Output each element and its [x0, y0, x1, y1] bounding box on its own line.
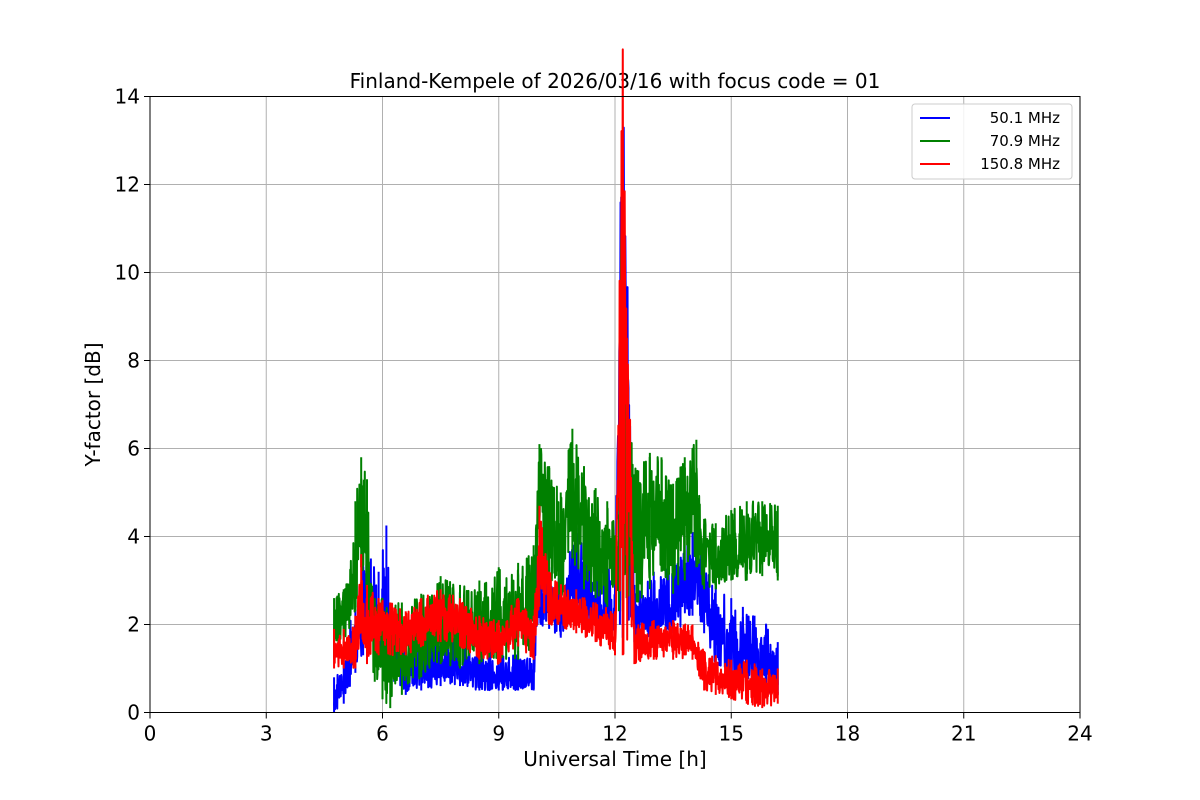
- y-tick-label: 10: [115, 261, 140, 285]
- series-150-8-mhz: [333, 48, 779, 709]
- y-tick-label: 2: [127, 613, 140, 637]
- series-70-9-mhz: [333, 151, 779, 709]
- legend-label: 150.8 MHz: [980, 155, 1060, 173]
- y-tick-label: 8: [127, 349, 140, 373]
- legend-label: 50.1 MHz: [990, 109, 1060, 127]
- x-tick-label: 15: [719, 722, 744, 746]
- y-axis-label: Y-factor [dB]: [81, 342, 105, 467]
- y-tick-label: 12: [115, 173, 140, 197]
- x-tick-label: 21: [951, 722, 976, 746]
- x-tick-label: 6: [376, 722, 389, 746]
- x-axis-label: Universal Time [h]: [523, 747, 706, 771]
- x-tick-label: 9: [492, 722, 505, 746]
- y-tick-label: 6: [127, 437, 140, 461]
- y-tick-label: 14: [115, 85, 140, 109]
- plot-series: [333, 48, 779, 713]
- y-tick-label: 0: [127, 701, 140, 725]
- x-tick-label: 3: [260, 722, 273, 746]
- y-tick-label: 4: [127, 525, 140, 549]
- x-tick-label: 18: [835, 722, 860, 746]
- legend-label: 70.9 MHz: [990, 132, 1060, 150]
- legend: 50.1 MHz 70.9 MHz 150.8 MHz: [911, 103, 1073, 180]
- x-tick-label: 12: [602, 722, 627, 746]
- legend-box: [911, 103, 1073, 180]
- x-tick-label: 0: [144, 722, 157, 746]
- x-tick-label: 24: [1067, 722, 1092, 746]
- chart-title: Finland-Kempele of 2026/03/16 with focus…: [350, 69, 881, 93]
